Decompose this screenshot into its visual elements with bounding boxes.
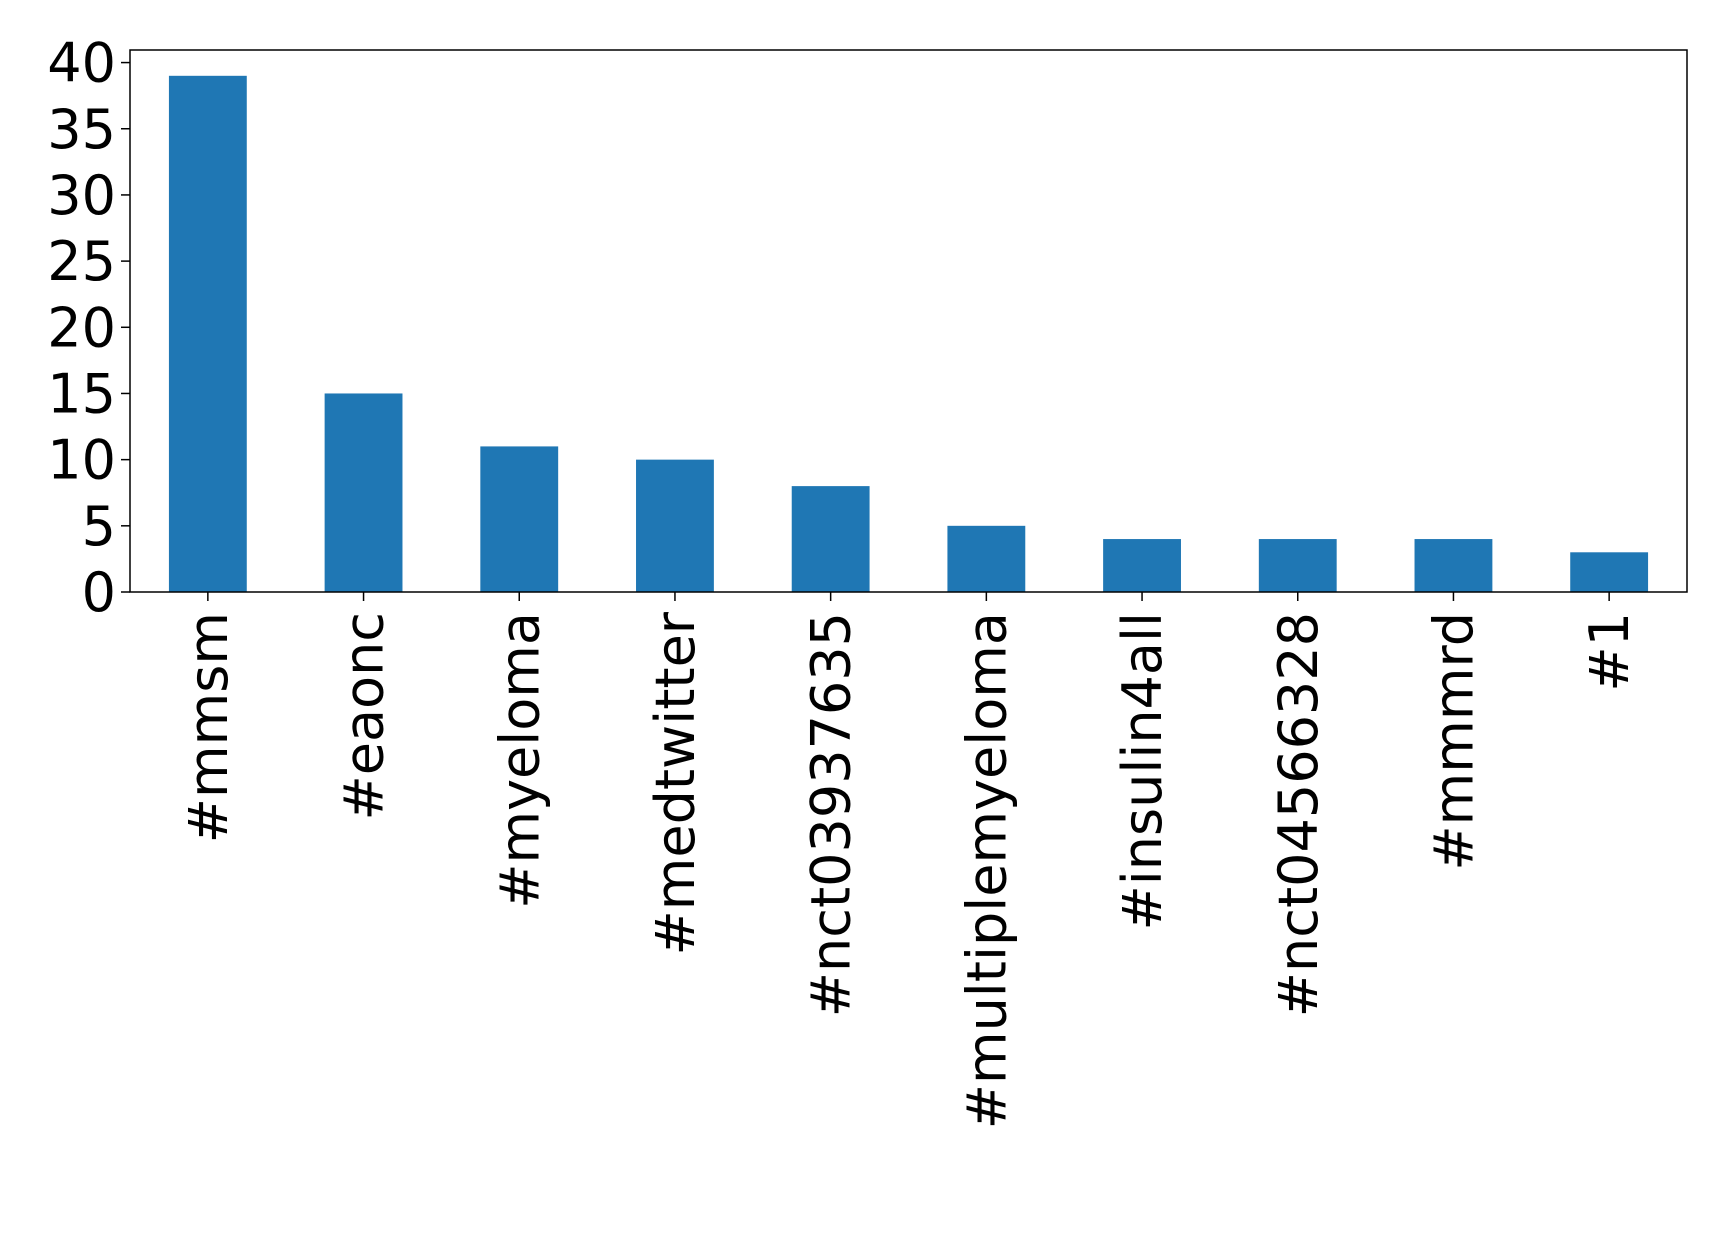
y-tick-label: 25 [47, 230, 116, 293]
y-tick-label: 20 [47, 296, 116, 359]
x-tick-label: #nct04566328 [1267, 612, 1330, 1017]
bar [1414, 539, 1493, 592]
x-tick-label: #insulin4all [1111, 612, 1174, 931]
plot-frame [129, 49, 1688, 593]
y-tick-label: 30 [47, 164, 116, 227]
x-tick-label: #1 [1578, 612, 1641, 692]
y-tick-label: 15 [47, 362, 116, 425]
y-tick-label: 5 [82, 495, 116, 558]
bar [324, 393, 403, 592]
x-tick-label: #nct03937635 [800, 612, 863, 1017]
bar [636, 459, 714, 592]
y-tick-label: 40 [47, 32, 116, 95]
bar [480, 446, 559, 592]
y-tick-label: 0 [82, 561, 116, 624]
bar [1258, 539, 1337, 592]
bar [1570, 552, 1649, 592]
bar [791, 486, 870, 592]
y-tick-label: 35 [47, 98, 116, 161]
bar [1103, 539, 1181, 592]
x-tick-label: #multiplemyeloma [955, 612, 1018, 1129]
x-tick-label: #eaonc [333, 612, 396, 821]
x-tick-label: #medtwitter [644, 611, 707, 955]
bar [947, 525, 1026, 592]
bar [168, 75, 247, 593]
y-tick-label: 10 [47, 429, 116, 492]
x-tick-label: #mmsm [177, 612, 240, 843]
x-tick-label: #myeloma [488, 612, 551, 909]
x-tick-label: #mmmrd [1422, 612, 1485, 871]
